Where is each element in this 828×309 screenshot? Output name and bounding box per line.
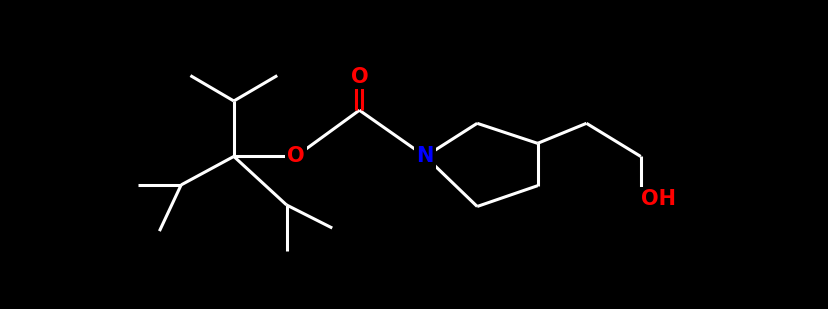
Text: OH: OH [640, 189, 675, 209]
Text: O: O [286, 146, 304, 167]
Text: O: O [350, 67, 368, 87]
Text: N: N [416, 146, 433, 167]
